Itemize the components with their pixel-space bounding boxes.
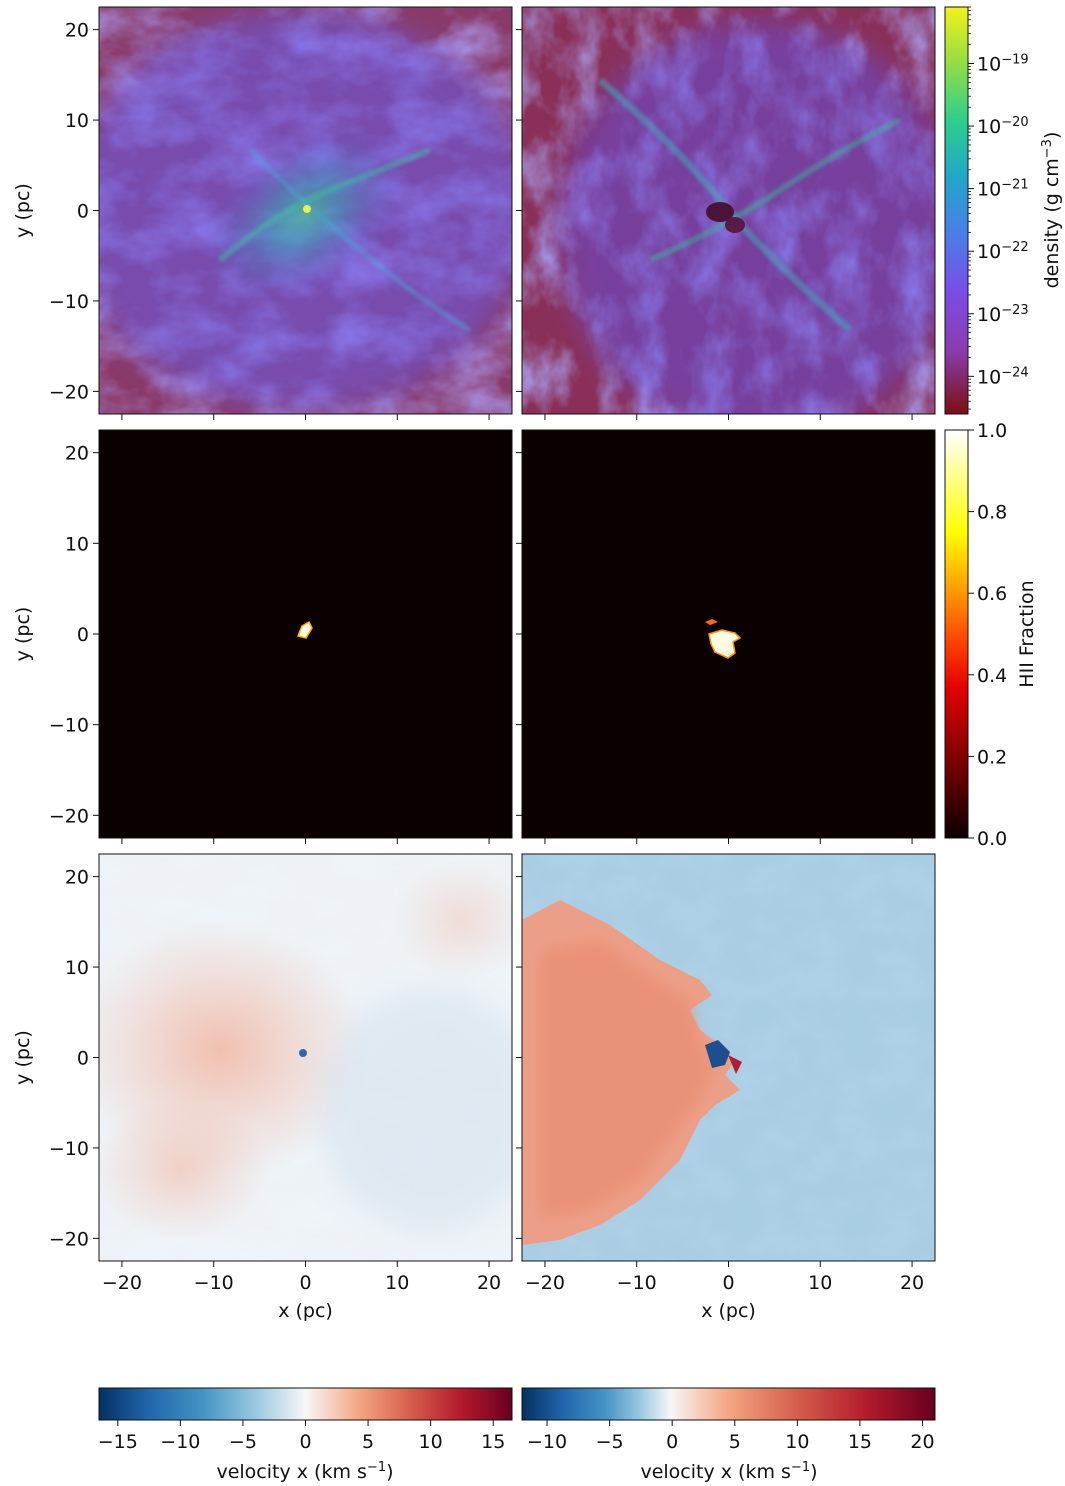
y-tick-label: −10: [49, 715, 89, 737]
x-tick-label: −10: [617, 1272, 657, 1294]
hii-colorbar: [944, 429, 969, 839]
velocity-colorbar-tick-label: 10: [785, 1431, 809, 1453]
hii-colorbar-tick-label: 0.6: [977, 583, 1007, 605]
x-tick-label: 10: [385, 1272, 409, 1294]
y-tick-label: −20: [49, 805, 89, 827]
x-axis-label: x (pc): [701, 1300, 756, 1322]
hii-colorbar-tick-label: 0.2: [977, 746, 1007, 768]
velocity-colorbar-tick-label: −10: [527, 1431, 567, 1453]
y-tick-label: 10: [65, 533, 89, 555]
y-tick-label: 0: [77, 624, 89, 646]
density-colorbar-tick-label: 10−19: [977, 52, 1029, 76]
y-tick-label: 0: [77, 1048, 89, 1070]
hii-colorbar-tick-label: 0.0: [977, 828, 1007, 850]
velocity-panel-left: [99, 854, 512, 1261]
velocity-colorbar-tick-label: 0: [666, 1431, 678, 1453]
velocity-colorbar-tick-label: 5: [362, 1431, 374, 1453]
velocity-colorbar-left: [98, 1387, 513, 1421]
y-tick-label: −20: [49, 1228, 89, 1250]
density-panel-right: [522, 7, 935, 414]
velocity-colorbar-tick-label: −5: [229, 1431, 257, 1453]
y-axis-label: y (pc): [12, 183, 34, 238]
x-tick-label: 10: [808, 1272, 832, 1294]
density-colorbar: [944, 6, 969, 415]
density-colorbar-tick-label: 10−24: [977, 365, 1029, 389]
x-tick-label: 20: [477, 1272, 501, 1294]
velocity-colorbar-tick-label: −10: [160, 1431, 200, 1453]
velocity-colorbar-tick-label: −15: [98, 1431, 138, 1453]
hii-panel-left: [99, 430, 512, 838]
velocity-colorbar-tick-label: 15: [481, 1431, 505, 1453]
y-tick-label: 0: [77, 201, 89, 223]
y-axis-label: y (pc): [12, 607, 34, 662]
velocity-colorbar-tick-label: 10: [419, 1431, 443, 1453]
velocity-colorbar-tick-label: 5: [729, 1431, 741, 1453]
axes-layer: 20 10 0 −10 −20 y (pc) 20 10 0 −10 −20 y (pc) 20 10 0 −…: [12, 6, 1029, 1453]
y-tick-label: 20: [65, 867, 89, 889]
density-colorbar-label: density (g cm−3): [1040, 132, 1064, 289]
density-colorbar-tick-label: 10−21: [977, 177, 1029, 201]
y-tick-label: 20: [65, 443, 89, 465]
y-tick-label: −20: [49, 381, 89, 403]
x-tick-label: −10: [194, 1272, 234, 1294]
velocity-colorbar-tick-label: 15: [848, 1431, 872, 1453]
hii-colorbar-tick-label: 0.8: [977, 502, 1007, 524]
x-tick-label: −20: [102, 1272, 142, 1294]
hii-panel-right: [522, 430, 935, 838]
hii-colorbar-label: HII Fraction: [1016, 580, 1038, 687]
density-colorbar-tick-label: 10−23: [977, 302, 1029, 326]
x-tick-label: 20: [900, 1272, 924, 1294]
x-tick-label: 0: [299, 1272, 311, 1294]
velocity-colorbar-tick-label: 20: [910, 1431, 934, 1453]
y-tick-label: −10: [49, 1138, 89, 1160]
y-tick-label: 10: [65, 957, 89, 979]
y-axis-label: y (pc): [12, 1030, 34, 1085]
x-tick-label: 0: [722, 1272, 734, 1294]
density-colorbar-tick-label: 10−20: [977, 115, 1029, 139]
density-colorbar-tick-label: 10−22: [977, 240, 1029, 264]
velocity-colorbar-tick-label: 0: [299, 1431, 311, 1453]
velocity-panel-right: [522, 854, 935, 1261]
velocity-colorbar-right: [521, 1387, 936, 1421]
hii-colorbar-tick-label: 0.4: [977, 665, 1007, 687]
velocity-colorbar-tick-label: −5: [596, 1431, 624, 1453]
velocity-colorbar-right-label: velocity x (km s−1): [640, 1460, 817, 1484]
y-tick-label: 10: [65, 110, 89, 132]
hii-colorbar-tick-label: 1.0: [977, 420, 1007, 442]
density-panel-left: [99, 7, 512, 414]
y-tick-label: −10: [49, 291, 89, 313]
x-tick-label: −20: [525, 1272, 565, 1294]
velocity-colorbar-left-label: velocity x (km s−1): [216, 1460, 393, 1484]
y-tick-label: 20: [65, 20, 89, 42]
x-axis-label: x (pc): [278, 1300, 333, 1322]
